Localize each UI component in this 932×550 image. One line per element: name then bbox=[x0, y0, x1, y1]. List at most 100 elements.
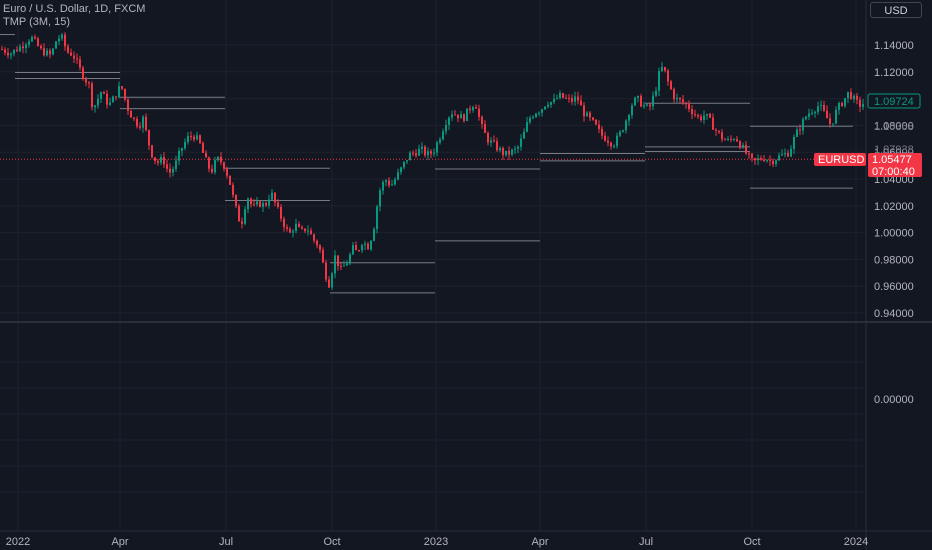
candle-body bbox=[820, 104, 822, 107]
candle-body bbox=[634, 97, 636, 106]
candle-body bbox=[577, 96, 579, 101]
candle-body bbox=[205, 152, 207, 158]
candle-body bbox=[217, 156, 219, 161]
candle-body bbox=[145, 116, 147, 131]
candle-body bbox=[37, 38, 39, 46]
time-tick-label: 2024 bbox=[844, 536, 868, 548]
candle-body bbox=[97, 98, 99, 106]
candle-body bbox=[103, 92, 105, 94]
candle-body bbox=[73, 55, 75, 59]
candle-body bbox=[160, 156, 162, 163]
candle-body bbox=[610, 142, 612, 147]
candle-body bbox=[91, 83, 93, 108]
candle-body bbox=[739, 141, 741, 148]
candle-body bbox=[652, 95, 654, 107]
indicator-axis-tick: 0.00000 bbox=[874, 394, 914, 406]
candle-body bbox=[538, 112, 540, 114]
candle-body bbox=[199, 135, 201, 143]
time-axis-ticks[interactable]: 2022 Apr Jul Oct 2023 Apr Jul Oct 2024 bbox=[6, 536, 868, 548]
candle-body bbox=[157, 160, 159, 163]
candle-body bbox=[742, 144, 744, 148]
candle-body bbox=[724, 139, 726, 141]
candle-body bbox=[364, 243, 366, 246]
chart-legend: Euro / U.S. Dollar, 1D, FXCM TMP (3M, 15… bbox=[3, 3, 145, 29]
candle-body bbox=[817, 106, 819, 112]
candle-body bbox=[721, 132, 723, 140]
candle-body bbox=[382, 182, 384, 191]
candle-body bbox=[391, 184, 393, 186]
indicator-title[interactable]: TMP (3M, 15) bbox=[3, 16, 71, 28]
candle-body bbox=[154, 157, 156, 161]
candle-body bbox=[832, 123, 834, 125]
candle-body bbox=[421, 146, 423, 149]
candle-body bbox=[232, 184, 234, 195]
candle-body bbox=[406, 160, 408, 162]
candle-body bbox=[76, 58, 78, 60]
candle-body bbox=[112, 96, 114, 103]
candle-body bbox=[514, 148, 516, 150]
candle-body bbox=[571, 98, 573, 102]
candle-body bbox=[550, 102, 552, 105]
candle-body bbox=[121, 86, 123, 89]
candle-body bbox=[190, 136, 192, 138]
candle-body bbox=[379, 190, 381, 207]
candle-body bbox=[352, 245, 354, 255]
candle-body bbox=[214, 160, 216, 173]
candle-body bbox=[505, 150, 507, 156]
candle-body bbox=[55, 41, 57, 49]
time-tick-label: Apr bbox=[111, 536, 128, 548]
candle-body bbox=[439, 139, 441, 143]
candle-body bbox=[178, 150, 180, 161]
candle-body bbox=[16, 49, 18, 52]
candle-body bbox=[754, 158, 756, 161]
candle-body bbox=[289, 228, 291, 233]
candle-body bbox=[61, 34, 63, 39]
candle-body bbox=[772, 160, 774, 165]
candle-body bbox=[346, 263, 348, 266]
candle-body bbox=[565, 97, 567, 99]
candle-body bbox=[268, 199, 270, 206]
candle-body bbox=[595, 119, 597, 125]
candle-body bbox=[22, 46, 24, 49]
candle-body bbox=[502, 148, 504, 156]
candle-body bbox=[640, 95, 642, 107]
candle-body bbox=[238, 205, 240, 222]
candle-body bbox=[430, 151, 432, 154]
candle-body bbox=[691, 109, 693, 115]
candle-body bbox=[559, 93, 561, 99]
candle-body bbox=[223, 162, 225, 169]
candle-body bbox=[40, 45, 42, 49]
candle-body bbox=[418, 148, 420, 156]
candle-body bbox=[787, 152, 789, 157]
currency-button[interactable]: USD bbox=[870, 2, 922, 18]
candle-body bbox=[763, 159, 765, 161]
candle-body bbox=[328, 279, 330, 288]
candle-body bbox=[106, 93, 108, 105]
candle-body bbox=[202, 142, 204, 153]
candle-body bbox=[331, 273, 333, 288]
candle-body bbox=[766, 160, 768, 162]
candle-body bbox=[283, 218, 285, 228]
candle-body bbox=[355, 245, 357, 251]
symbol-title[interactable]: Euro / U.S. Dollar, 1D, FXCM bbox=[3, 3, 146, 15]
candle-body bbox=[493, 140, 495, 142]
candle-body bbox=[667, 70, 669, 82]
price-tag-box bbox=[868, 153, 922, 177]
candle-body bbox=[670, 81, 672, 90]
candle-body bbox=[511, 149, 513, 155]
candle-body bbox=[58, 38, 60, 42]
candle-body bbox=[262, 203, 264, 207]
candle-body bbox=[784, 152, 786, 155]
candle-body bbox=[562, 93, 564, 98]
candle-body bbox=[778, 155, 780, 161]
candle-body bbox=[802, 119, 804, 131]
candlestick-series bbox=[1, 32, 864, 290]
candle-body bbox=[826, 110, 828, 119]
candle-body bbox=[139, 126, 141, 128]
candle-body bbox=[7, 52, 9, 56]
candle-body bbox=[856, 95, 858, 100]
candle-body bbox=[718, 130, 720, 133]
candle-body bbox=[841, 102, 843, 107]
candle-body bbox=[838, 102, 840, 110]
